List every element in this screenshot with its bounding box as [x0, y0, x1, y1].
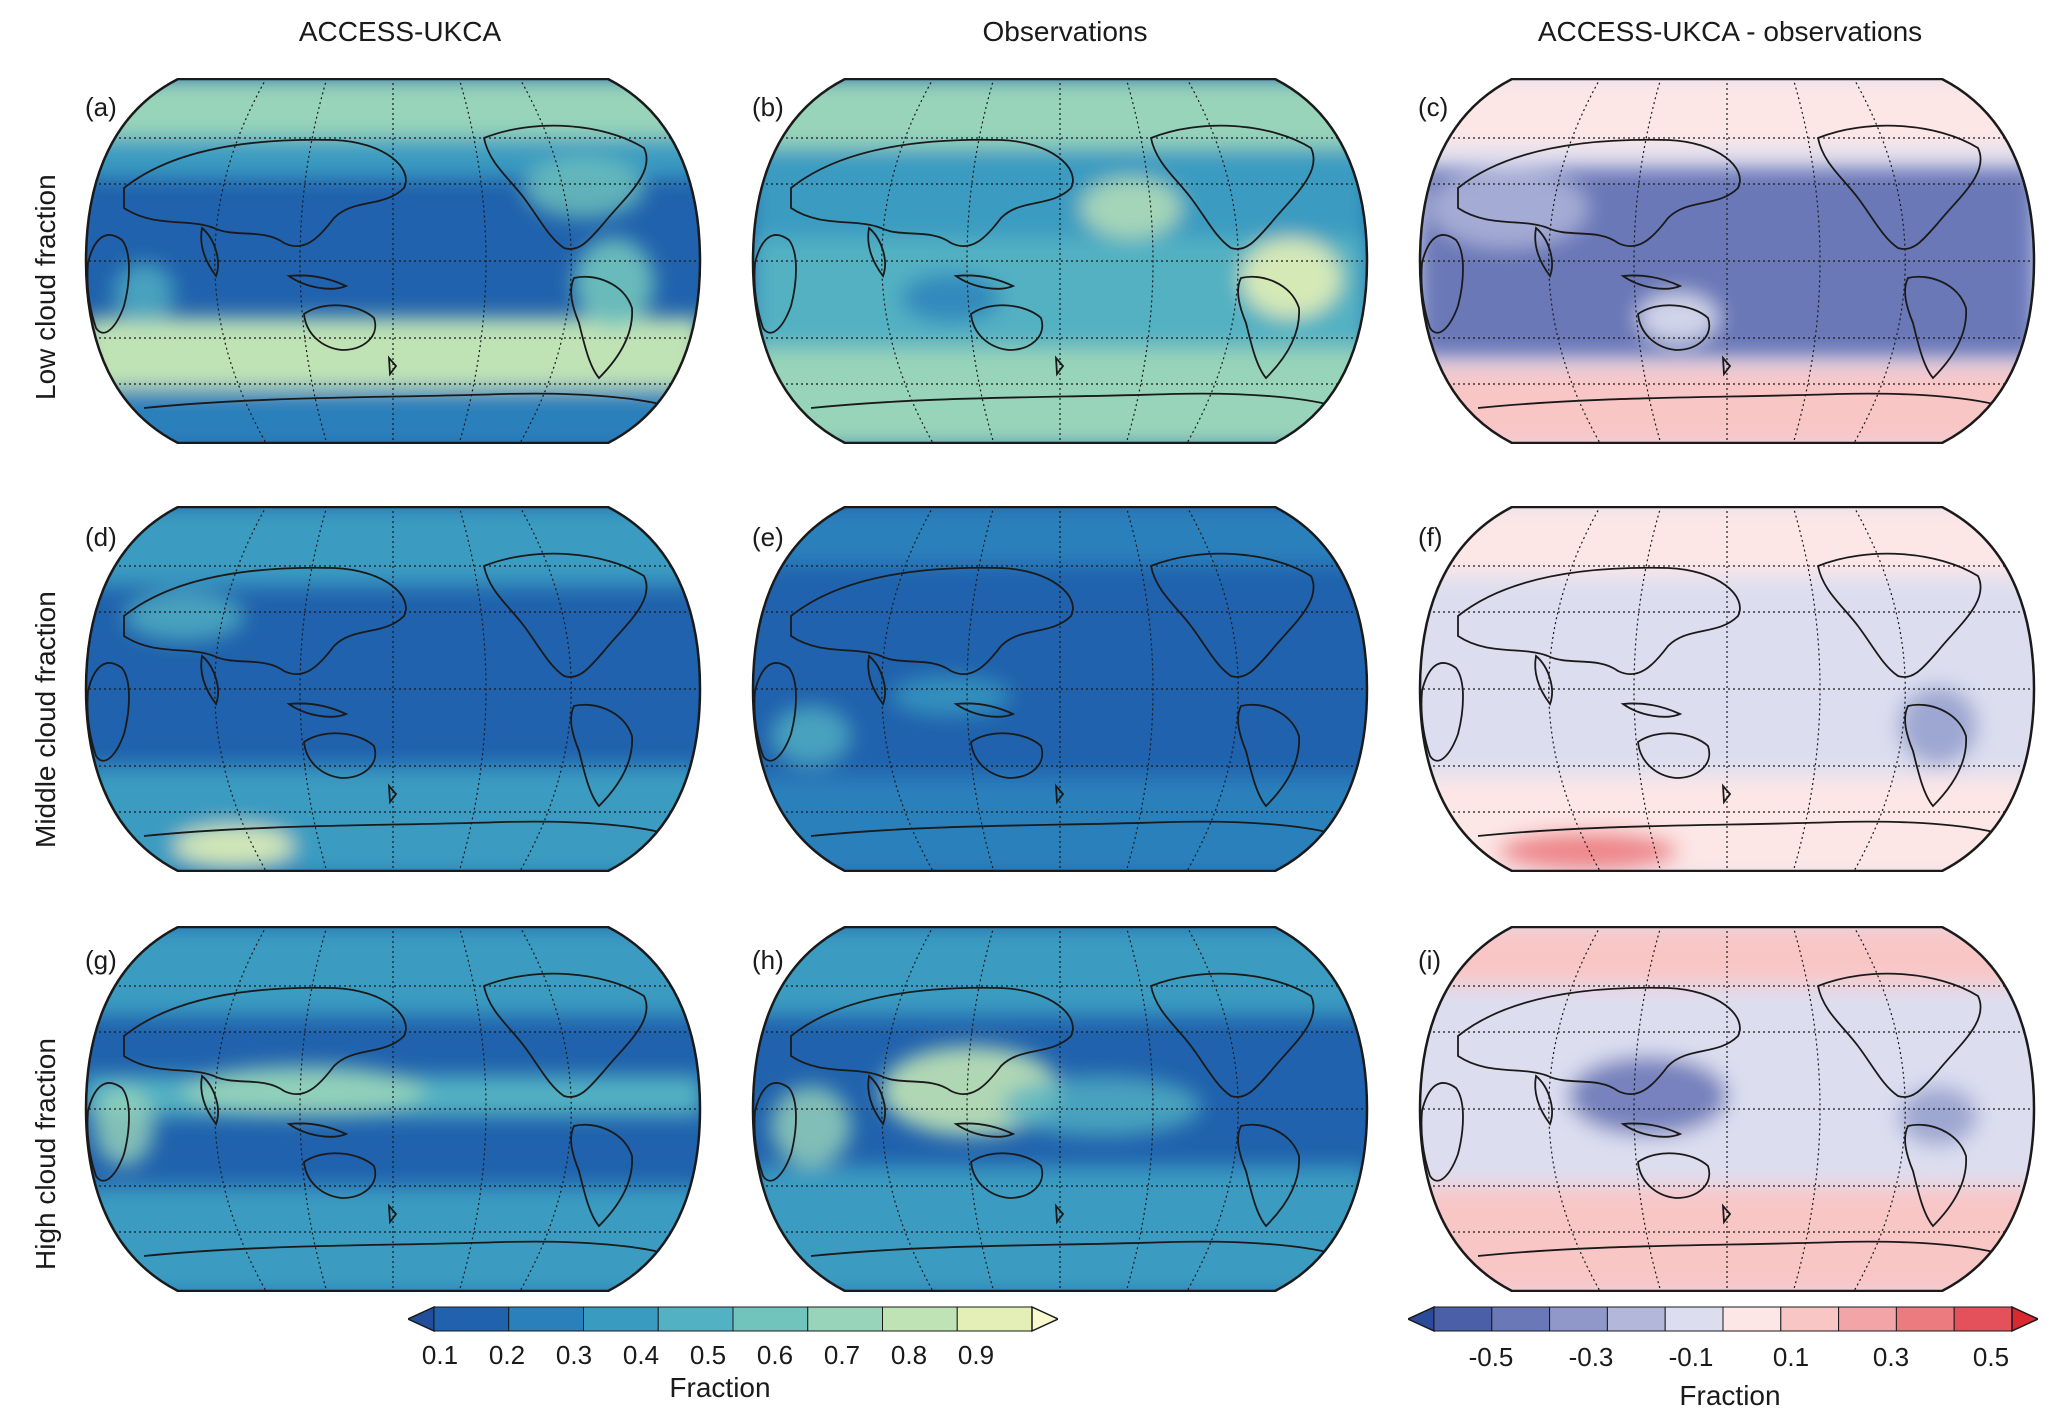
- panel-label-f: (f): [1418, 522, 1443, 552]
- map-panel-low-observations: [751, 78, 1369, 444]
- colorbar-left-tick: 0.4: [622, 1340, 660, 1370]
- colorbar-left-tick: 0.3: [555, 1340, 593, 1370]
- colorbar-right-tick: 0.3: [1872, 1342, 1910, 1372]
- row-label-high: High cloud fraction: [30, 1038, 61, 1270]
- colorbar-right-tick: -0.3: [1568, 1342, 1614, 1372]
- colorbar-right-title: Fraction: [1679, 1380, 1781, 1411]
- colorbar-left-tick: 0.2: [488, 1340, 526, 1370]
- colorbar-right-tick: 0.1: [1772, 1342, 1810, 1372]
- panel-label-e: (e): [752, 522, 784, 552]
- map-panel-middle-model: [84, 506, 702, 872]
- colorbar-left-tick: 0.8: [890, 1340, 928, 1370]
- panel-label-a: (a): [85, 92, 117, 122]
- map-panel-high-observations: [751, 926, 1369, 1292]
- map-panel-low-difference: [1418, 78, 2036, 444]
- column-title-difference: ACCESS-UKCA - observations: [1537, 16, 1923, 47]
- colorbar-fraction-difference: [1408, 1305, 2038, 1333]
- map-panel-high-model: [84, 926, 702, 1292]
- colorbar-right-tick: -0.1: [1668, 1342, 1714, 1372]
- colorbar-left-tick: 0.9: [957, 1340, 995, 1370]
- row-label-low: Low cloud fraction: [30, 174, 61, 400]
- column-title-model: ACCESS-UKCA: [298, 16, 502, 47]
- map-panel-high-difference: [1418, 926, 2036, 1292]
- panel-label-c: (c): [1418, 92, 1449, 122]
- panel-label-d: (d): [85, 522, 117, 552]
- colorbar-left-title: Fraction: [669, 1372, 771, 1403]
- map-panel-middle-observations: [751, 506, 1369, 872]
- colorbar-left-tick: 0.5: [689, 1340, 727, 1370]
- map-panel-middle-difference: [1418, 506, 2036, 872]
- colorbar-right-tick: -0.5: [1468, 1342, 1514, 1372]
- panel-label-g: (g): [85, 945, 117, 975]
- map-panel-low-model: [84, 78, 702, 444]
- colorbar-right-tick: 0.5: [1972, 1342, 2010, 1372]
- colorbar-left-tick: 0.1: [421, 1340, 459, 1370]
- panel-label-b: (b): [752, 92, 784, 122]
- panel-label-i: (i): [1418, 945, 1442, 975]
- panel-label-h: (h): [752, 945, 784, 975]
- column-title-observations: Observations: [982, 16, 1148, 47]
- row-label-middle: Middle cloud fraction: [30, 591, 61, 848]
- colorbar-left-tick: 0.7: [823, 1340, 861, 1370]
- colorbar-left-tick: 0.6: [756, 1340, 794, 1370]
- colorbar-fraction: [408, 1305, 1058, 1333]
